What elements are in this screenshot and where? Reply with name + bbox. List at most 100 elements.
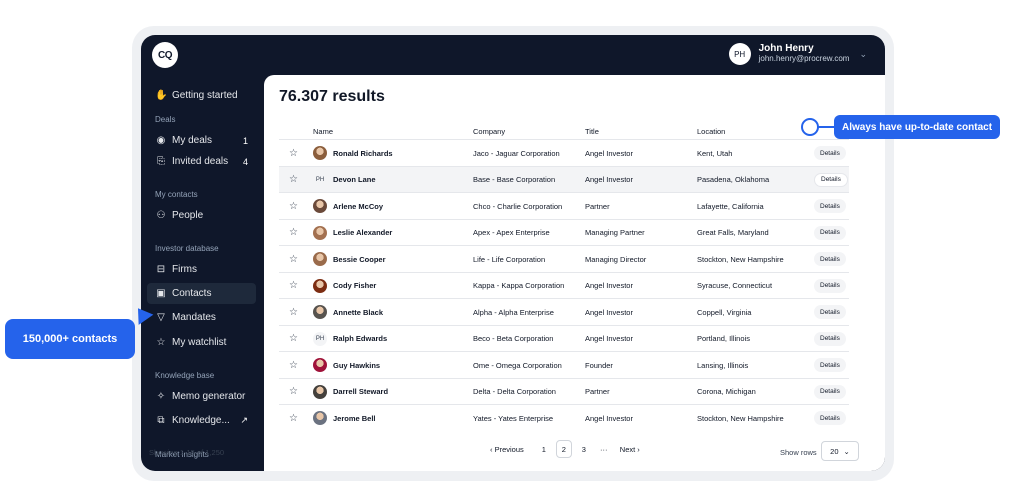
star-icon[interactable]: ☆ [289,359,298,371]
page-1-button[interactable]: 1 [541,444,546,454]
chevron-down-icon[interactable]: ⌄ [859,48,867,59]
star-icon[interactable]: ☆ [289,333,298,345]
column-title[interactable]: Title [585,127,599,136]
company-cell: Yates - Yates Enterprise [473,413,554,423]
table-row[interactable]: ☆ Ronald Richards Jaco - Jaguar Corporatio… [279,139,849,166]
star-icon[interactable]: ☆ [289,306,298,318]
column-company[interactable]: Company [473,127,506,136]
sidebar-item-label: Firms [172,264,197,275]
sidebar-item-people[interactable]: ⚇ People [147,205,256,226]
contact-name-text: Jerome Bell [333,413,376,423]
star-icon[interactable]: ☆ [289,386,298,398]
deals-icon: ◉ [156,135,166,146]
sidebar-item-contacts[interactable]: ▣ Contacts [147,283,256,304]
user-email: john.henry@procrew.com [758,54,850,63]
contact-name-text: Guy Hawkins [333,360,381,370]
details-button[interactable]: Details [814,305,846,319]
next-page-button[interactable]: Next › [620,440,640,458]
briefcase-icon: ⊟ [156,264,166,275]
company-cell: Beco - Beta Corporation [473,334,554,344]
sidebar-item-mandates[interactable]: ▽ Mandates [147,307,256,328]
contact-name-text: Leslie Alexander [333,228,393,238]
table-row[interactable]: ☆ Annette Black Alpha - Alpha Enterprise An… [279,298,849,325]
star-icon[interactable]: ☆ [289,253,298,265]
star-icon[interactable]: ☆ [289,147,298,159]
details-button[interactable]: Details [814,384,846,399]
contact-name-text: Bessie Cooper [333,254,386,264]
contact-name: Arlene McCoy [313,193,383,220]
main-content: 76.307 results Name Company Title Locati… [264,75,885,471]
avatar [313,278,327,293]
details-button[interactable]: Details [814,411,846,425]
table-row[interactable]: ☆ Leslie Alexander Apex - Apex Enterprise M… [279,218,849,246]
table-row[interactable]: ☆ Jerome Bell Yates - Yates Enterprise Ange… [279,404,849,431]
location-cell: Coppell, Virginia [697,307,752,317]
avatar [313,411,327,426]
column-location[interactable]: Location [697,127,726,136]
section-my-contacts: My contacts [155,190,198,199]
details-button[interactable]: Details [814,172,848,187]
app-window: CQ PH John Henry john.henry@procrew.com … [141,35,885,471]
star-icon[interactable]: ☆ [289,227,298,239]
pagination: ‹ Previous 1 2 3 ··· Next › [490,440,640,458]
rows-per-page-label: Show rows [780,448,817,457]
chevron-down-icon: ⌄ [843,446,850,456]
title-cell: Angel Investor [585,281,633,291]
star-icon[interactable]: ☆ [289,174,298,186]
previous-page-button[interactable]: ‹ Previous [490,440,524,458]
sidebar-item-invited-deals[interactable]: ⎘ Invited deals 4 [147,151,256,172]
column-name[interactable]: Name [313,127,334,136]
star-icon: ☆ [156,337,166,348]
previous-label: Previous [494,444,524,454]
user-menu[interactable]: PH John Henry john.henry@procrew.com ⌄ [728,43,867,65]
page-3-button[interactable]: 3 [581,444,586,454]
location-cell: Lansing, Illinois [697,360,749,370]
title-cell: Partner [585,387,610,397]
brand-logo[interactable]: CQ [152,42,178,68]
details-button[interactable]: Details [814,278,846,293]
chevron-left-icon: ‹ [490,444,495,454]
table-row[interactable]: ☆ Bessie Cooper Life - Life Corporation Man… [279,245,849,272]
avatar-initials: PH [313,172,327,187]
table-row[interactable]: ☆ Guy Hawkins Ome - Omega Corporation Found… [279,351,849,378]
company-cell: Delta - Delta Corporation [473,387,556,397]
sidebar-item-my-deals[interactable]: ◉ My deals 1 [147,130,256,151]
sidebar-item-knowledge[interactable]: ⧉ Knowledge... ↗ [147,410,256,431]
section-market-insights: Market insights [155,450,209,459]
contact-name: Ronald Richards [313,140,393,167]
details-button[interactable]: Details [814,331,846,346]
callout-contact-count: 150,000+ contacts [5,319,135,359]
page-2-button[interactable]: 2 [555,440,572,458]
star-icon[interactable]: ☆ [289,280,298,292]
table-body: ☆ Ronald Richards Jaco - Jaguar Corporatio… [279,139,849,431]
sidebar-item-label: Invited deals [172,156,229,167]
sidebar-item-label: Getting started [172,90,238,101]
details-button[interactable]: Details [814,358,846,372]
sidebar-item-memo-generator[interactable]: ✧ Memo generator [147,386,256,407]
sidebar-item-firms[interactable]: ⊟ Firms [147,259,256,280]
contact-name: Guy Hawkins [313,352,380,379]
sidebar: ✋ Getting started Deals ◉ My deals 1 ⎘ I… [141,75,264,471]
sidebar-item-watchlist[interactable]: ☆ My watchlist [147,332,256,353]
title-cell: Angel Investor [585,148,633,158]
table-row[interactable]: ☆ PH Ralph Edwards Beco - Beta Corporation A… [279,324,849,352]
title-cell: Managing Director [585,254,647,264]
contact-name: Jerome Bell [313,405,376,432]
title-cell: Partner [585,201,610,211]
table-row[interactable]: ☆ Arlene McCoy Chco - Charlie Corporation P… [279,192,849,219]
star-icon[interactable]: ☆ [289,200,298,212]
rows-per-page-select[interactable]: 20 ⌄ [821,441,859,461]
details-button[interactable]: Details [814,252,846,266]
table-row[interactable]: ☆ Cody Fisher Kappa - Kappa Corporation Ang… [279,271,849,299]
star-icon[interactable]: ☆ [289,412,298,424]
sidebar-item-getting-started[interactable]: ✋ Getting started [147,85,256,106]
sidebar-item-label: My watchlist [172,337,227,348]
sidebar-item-label: People [172,210,204,221]
details-button[interactable]: Details [814,146,846,160]
external-link-icon[interactable]: ↗ [240,415,248,425]
table-row[interactable]: ☆ PH Devon Lane Base - Base Corporation Ange… [279,165,849,192]
title-cell: Angel Investor [585,175,633,185]
table-row[interactable]: ☆ Darrell Steward Delta - Delta Corporatio… [279,377,849,405]
details-button[interactable]: Details [814,199,846,213]
details-button[interactable]: Details [814,225,846,240]
